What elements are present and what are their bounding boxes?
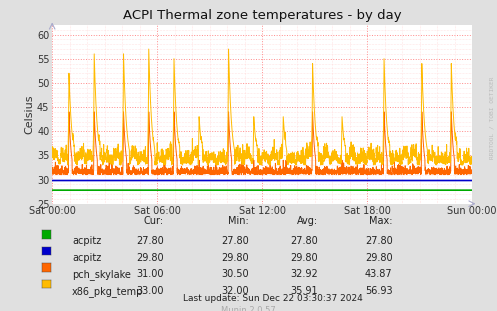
Text: 32.00: 32.00 xyxy=(221,286,248,296)
Text: 35.91: 35.91 xyxy=(290,286,318,296)
Text: 43.87: 43.87 xyxy=(365,269,393,279)
Text: 29.80: 29.80 xyxy=(290,253,318,263)
Text: 27.80: 27.80 xyxy=(365,236,393,246)
Text: 29.80: 29.80 xyxy=(221,253,248,263)
Text: Avg:: Avg: xyxy=(297,216,318,226)
Text: acpitz: acpitz xyxy=(72,236,101,246)
Text: pch_skylake: pch_skylake xyxy=(72,269,131,280)
Text: 27.80: 27.80 xyxy=(136,236,164,246)
Text: Cur:: Cur: xyxy=(144,216,164,226)
Title: ACPI Thermal zone temperatures - by day: ACPI Thermal zone temperatures - by day xyxy=(123,9,402,22)
Text: 31.00: 31.00 xyxy=(137,269,164,279)
Text: Min:: Min: xyxy=(228,216,248,226)
Text: 29.80: 29.80 xyxy=(136,253,164,263)
Y-axis label: Celsius: Celsius xyxy=(24,95,34,134)
Text: 27.80: 27.80 xyxy=(290,236,318,246)
Text: 27.80: 27.80 xyxy=(221,236,248,246)
Text: x86_pkg_temp: x86_pkg_temp xyxy=(72,286,144,297)
Text: 56.93: 56.93 xyxy=(365,286,393,296)
Text: 29.80: 29.80 xyxy=(365,253,393,263)
Text: 32.92: 32.92 xyxy=(290,269,318,279)
Text: 33.00: 33.00 xyxy=(137,286,164,296)
Text: RRDTOOL / TOBI OETIKER: RRDTOOL / TOBI OETIKER xyxy=(490,77,495,160)
Text: Max:: Max: xyxy=(369,216,393,226)
Text: 30.50: 30.50 xyxy=(221,269,248,279)
Text: acpitz: acpitz xyxy=(72,253,101,263)
Text: Last update: Sun Dec 22 03:30:37 2024: Last update: Sun Dec 22 03:30:37 2024 xyxy=(183,294,363,303)
Text: Munin 2.0.57: Munin 2.0.57 xyxy=(221,306,276,311)
